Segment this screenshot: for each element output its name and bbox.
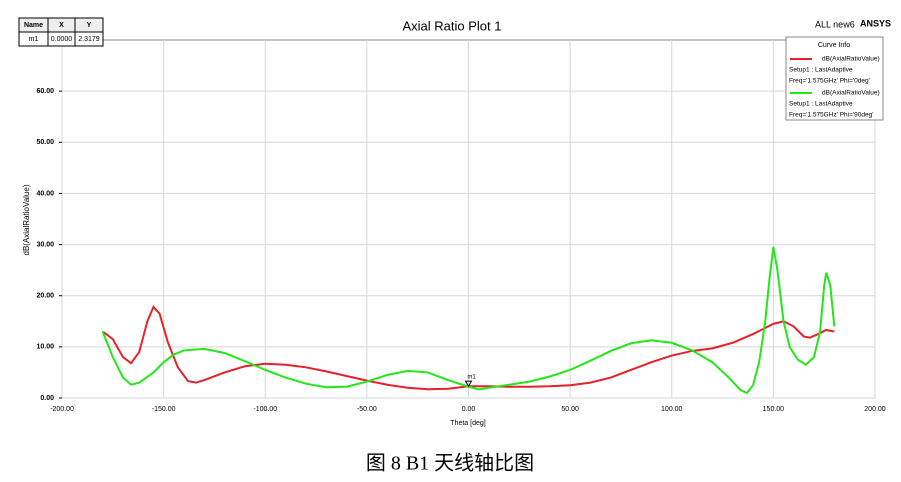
y-axis-label: dB(AxialRatioValue) bbox=[22, 184, 31, 255]
brand: ANSYS bbox=[860, 18, 891, 28]
y-tick-label: 60.00 bbox=[36, 88, 54, 95]
x-tick-label: -50.00 bbox=[357, 406, 377, 413]
x-tick-label: 50.00 bbox=[561, 406, 579, 413]
y-tick-label: 30.00 bbox=[36, 241, 54, 248]
x-tick-label: 200.00 bbox=[864, 406, 886, 413]
x-axis-label: Theta [deg] bbox=[450, 420, 485, 427]
legend-setup: Setup1 : LastAdaptive bbox=[789, 67, 853, 74]
x-tick-label: -200.00 bbox=[50, 406, 74, 413]
marker-label: m1 bbox=[467, 375, 476, 381]
x-tick-label: -150.00 bbox=[152, 406, 176, 413]
y-tick-label: 0.00 bbox=[40, 395, 54, 402]
table-cell: 0.0000 bbox=[51, 36, 73, 43]
legend-setup: Setup1 : LastAdaptive bbox=[789, 101, 853, 108]
legend-label: dB(AxialRatioValue) bbox=[822, 90, 880, 97]
y-tick-label: 10.00 bbox=[36, 344, 54, 351]
x-tick-label: 100.00 bbox=[661, 406, 683, 413]
legend-label: dB(AxialRatioValue) bbox=[822, 56, 880, 63]
table-cell: 2.3179 bbox=[78, 36, 100, 43]
marker bbox=[464, 380, 473, 388]
chart-title: Axial Ratio Plot 1 bbox=[403, 18, 502, 33]
x-tick-label: 150.00 bbox=[763, 406, 785, 413]
legend-params: Freq='1.575GHz' Phi='0deg' bbox=[789, 78, 870, 85]
y-tick-label: 20.00 bbox=[36, 293, 54, 300]
table-cell: m1 bbox=[29, 36, 39, 43]
legend bbox=[785, 36, 884, 121]
caption: 图 8 B1 天线轴比图 bbox=[366, 452, 534, 475]
corner-label: ALL new6 bbox=[815, 19, 855, 29]
table-header: Name bbox=[24, 22, 43, 29]
series-line bbox=[102, 305, 835, 391]
table-header: Y bbox=[87, 22, 92, 29]
series-line bbox=[101, 246, 836, 395]
marker-table-header bbox=[18, 17, 104, 33]
table-header: X bbox=[59, 22, 64, 29]
legend-params: Freq='1.575GHz' Phi='90deg' bbox=[789, 112, 873, 119]
legend-title: Curve Info bbox=[818, 42, 850, 49]
x-tick-label: 0.00 bbox=[462, 406, 476, 413]
y-tick-label: 50.00 bbox=[36, 139, 54, 146]
x-tick-label: -100.00 bbox=[253, 406, 277, 413]
y-tick-label: 40.00 bbox=[36, 190, 54, 197]
